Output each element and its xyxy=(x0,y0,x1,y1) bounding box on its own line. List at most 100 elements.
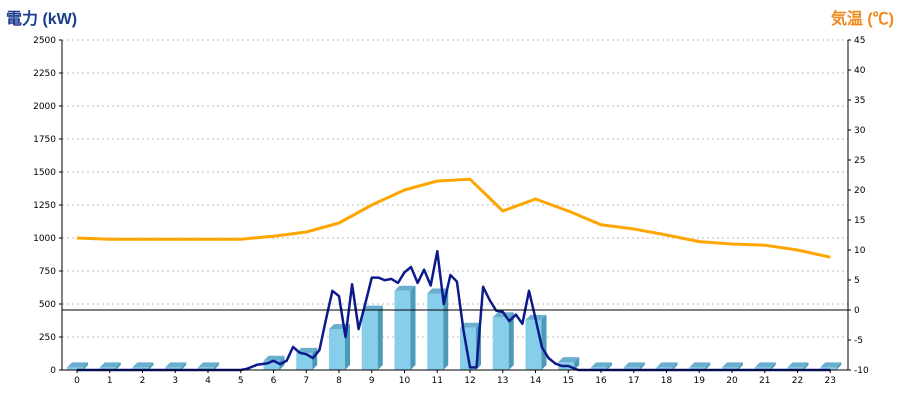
bar-side xyxy=(639,362,645,370)
left-tick-label: 2250 xyxy=(33,69,56,79)
bar-side xyxy=(410,285,416,370)
x-tick-label: 2 xyxy=(140,376,146,386)
x-tick-label: 12 xyxy=(464,376,475,386)
temperature-line xyxy=(76,177,831,259)
right-tick-label: 45 xyxy=(854,36,865,46)
right-tick-label: 20 xyxy=(854,186,866,196)
bar xyxy=(623,367,640,370)
bar-top xyxy=(460,322,481,328)
bar xyxy=(754,367,771,370)
right-tick-label: 10 xyxy=(854,246,866,256)
bar xyxy=(722,367,738,370)
x-tick-label: 4 xyxy=(205,376,211,386)
bar-top xyxy=(99,362,121,368)
bar xyxy=(132,367,149,370)
x-tick-label: 11 xyxy=(432,376,443,386)
bar-side xyxy=(83,362,88,370)
bar-side xyxy=(508,312,514,370)
bar-series xyxy=(67,285,842,370)
gridlines xyxy=(62,39,848,338)
right-tick-label: 5 xyxy=(854,276,860,286)
x-tick-label: 14 xyxy=(530,376,542,386)
left-tick-label: 0 xyxy=(50,366,56,376)
bar xyxy=(591,367,607,370)
bar-side xyxy=(377,305,383,370)
bar-top xyxy=(656,362,678,368)
x-tick-label: 6 xyxy=(271,376,277,386)
bar-top xyxy=(558,357,580,363)
bar xyxy=(67,367,83,370)
left-tick-label: 2000 xyxy=(33,102,56,112)
bar xyxy=(525,319,542,370)
left-tick-label: 250 xyxy=(39,333,56,343)
right-axis-title: 気温 (℃) xyxy=(831,9,894,28)
bar xyxy=(492,317,509,370)
left-tick-label: 1000 xyxy=(33,234,56,244)
bar-side xyxy=(574,357,580,370)
bar-side xyxy=(738,362,743,370)
right-tick-label: 0 xyxy=(854,306,860,316)
line-series xyxy=(76,177,831,372)
bar-top xyxy=(165,362,187,368)
x-tick-label: 10 xyxy=(399,376,411,386)
right-tick-label: 30 xyxy=(854,126,866,136)
bar-side xyxy=(770,362,776,370)
axes xyxy=(59,39,851,373)
left-tick-label: 1250 xyxy=(33,201,56,211)
x-tick-label: 5 xyxy=(238,376,244,386)
bar xyxy=(198,367,214,370)
x-tick-label: 3 xyxy=(172,376,178,386)
bar-side xyxy=(115,362,121,370)
x-tick-label: 13 xyxy=(497,376,508,386)
bar xyxy=(329,329,345,370)
left-tick-label: 2500 xyxy=(33,36,56,46)
left-axis-title: 電力 (kW) xyxy=(6,9,77,28)
left-tick-label: 750 xyxy=(39,267,56,277)
bar-side xyxy=(181,362,187,370)
x-tick-label: 9 xyxy=(369,376,375,386)
bar-top xyxy=(263,355,285,361)
x-tick-label: 16 xyxy=(595,376,607,386)
x-tick-label: 19 xyxy=(694,376,706,386)
bar-side xyxy=(541,314,547,370)
bar-side xyxy=(705,362,711,370)
right-tick-label: 25 xyxy=(854,156,865,166)
tick-labels: 02505007501000125015001750200022502500-1… xyxy=(33,36,869,386)
right-tick-label: 35 xyxy=(854,96,865,106)
left-tick-label: 500 xyxy=(39,300,56,310)
bar-side xyxy=(607,362,612,370)
x-tick-label: 22 xyxy=(792,376,803,386)
bar-top xyxy=(361,305,383,311)
bar xyxy=(656,367,673,370)
bar-side xyxy=(836,362,842,370)
x-tick-label: 1 xyxy=(107,376,113,386)
x-tick-label: 23 xyxy=(825,376,836,386)
bar xyxy=(787,367,804,370)
x-tick-label: 8 xyxy=(336,376,342,386)
bar xyxy=(427,293,444,370)
x-tick-label: 0 xyxy=(74,376,80,386)
right-tick-label: -5 xyxy=(854,336,863,346)
power-line xyxy=(77,249,831,372)
x-tick-label: 15 xyxy=(563,376,574,386)
bar xyxy=(689,367,706,370)
bar xyxy=(820,367,837,370)
bar-top xyxy=(591,362,612,368)
bar xyxy=(99,367,116,370)
bar-top xyxy=(394,285,416,291)
bar-top xyxy=(623,362,645,368)
bar-top xyxy=(198,362,219,368)
bar-top xyxy=(132,362,154,368)
bar-top xyxy=(67,362,88,368)
bar-side xyxy=(214,362,219,370)
bar-top xyxy=(296,347,318,353)
bar-top xyxy=(820,362,842,368)
bar-top xyxy=(754,362,776,368)
bar xyxy=(296,352,313,370)
bar-side xyxy=(148,362,154,370)
bar xyxy=(361,310,378,370)
x-tick-label: 20 xyxy=(726,376,738,386)
x-tick-label: 7 xyxy=(303,376,309,386)
bar-side xyxy=(672,362,678,370)
